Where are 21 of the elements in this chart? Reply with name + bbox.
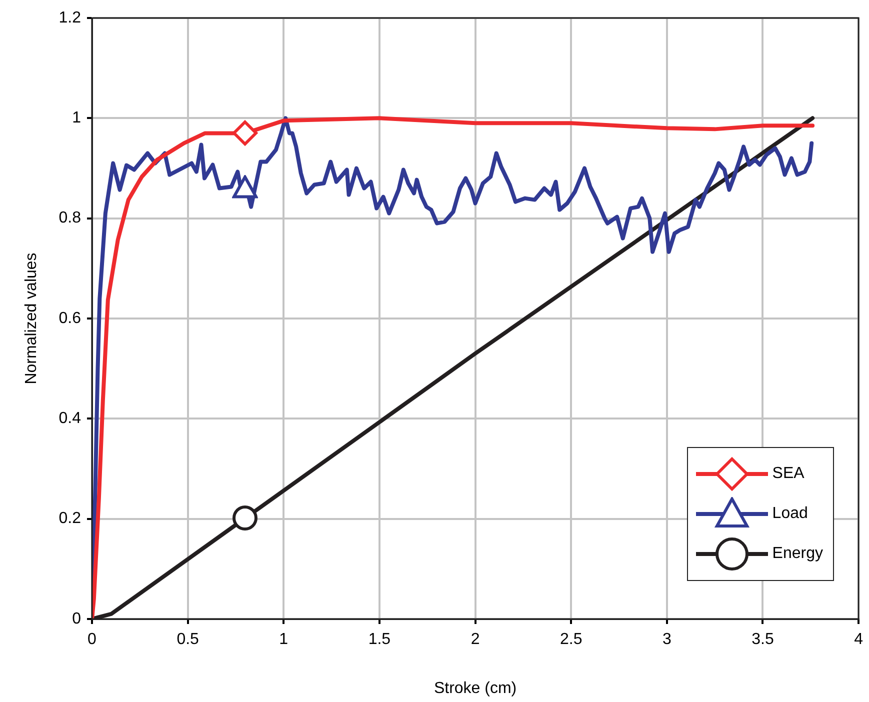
x-tick-label: 0 xyxy=(88,631,97,648)
legend-label: Energy xyxy=(772,545,823,563)
y-tick-label: 0.6 xyxy=(58,310,82,327)
legend-label: Load xyxy=(772,505,808,523)
x-tick-label: 2 xyxy=(470,631,480,648)
y-tick-label: 0.8 xyxy=(58,210,82,227)
y-tick-label: 1.2 xyxy=(58,9,82,26)
x-tick-label: 0.5 xyxy=(176,631,200,648)
y-tick-label: 0.4 xyxy=(58,410,82,428)
x-tick-label: 3 xyxy=(662,631,672,648)
x-tick-label: 1.5 xyxy=(368,631,391,648)
x-tick-label: 1 xyxy=(279,631,288,648)
x-tick-label: 2.5 xyxy=(560,631,582,648)
y-tick-label: 1 xyxy=(72,110,82,127)
x-tick-label: 4 xyxy=(854,631,864,648)
y-tick-label: 0.2 xyxy=(58,510,82,528)
x-axis-title: Stroke (cm) xyxy=(434,680,517,697)
y-axis-title: Normalized values xyxy=(23,252,40,384)
legend-label: SEA xyxy=(772,465,804,483)
y-tick-label: 0 xyxy=(72,610,82,628)
x-tick-label: 3.5 xyxy=(752,631,774,648)
